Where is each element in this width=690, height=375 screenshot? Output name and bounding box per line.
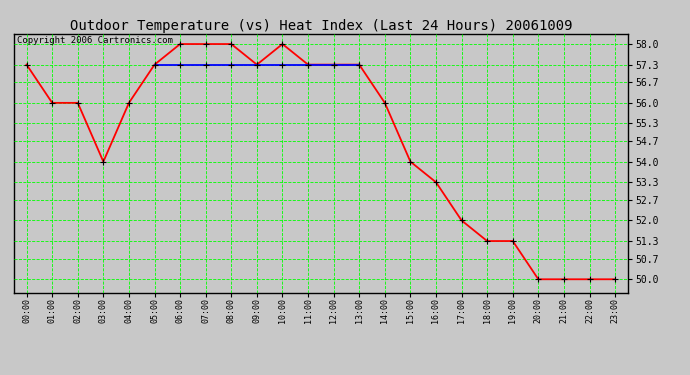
Title: Outdoor Temperature (vs) Heat Index (Last 24 Hours) 20061009: Outdoor Temperature (vs) Heat Index (Las… (70, 19, 572, 33)
Text: Copyright 2006 Cartronics.com: Copyright 2006 Cartronics.com (17, 36, 172, 45)
